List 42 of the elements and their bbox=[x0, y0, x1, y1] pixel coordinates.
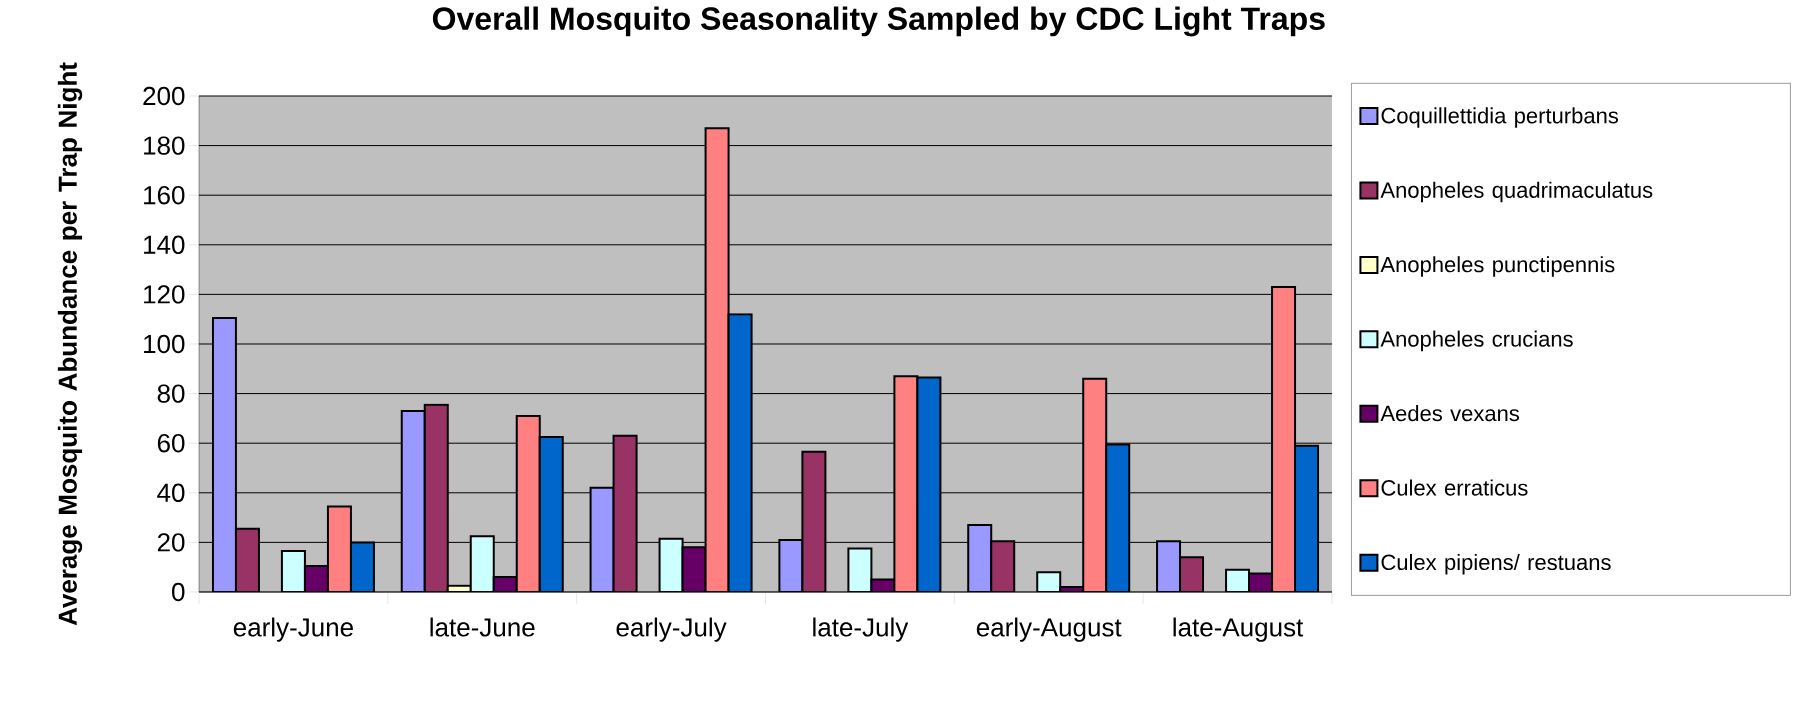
bar bbox=[801, 450, 827, 592]
x-tick-label: early-August bbox=[976, 617, 1122, 642]
bar bbox=[612, 434, 638, 592]
y-tick-label: 180 bbox=[144, 136, 185, 155]
y-tick-label: 140 bbox=[144, 235, 185, 254]
y-tick-label: 80 bbox=[157, 384, 185, 403]
legend-label: Coquillettidia perturbans bbox=[1381, 107, 1619, 128]
bar bbox=[704, 127, 730, 592]
bar bbox=[515, 414, 541, 592]
chart-title: Overall Mosquito Seasonality Sampled by CDC Light Traps bbox=[432, 6, 1325, 37]
y-tick-label: 40 bbox=[157, 483, 185, 502]
y-tick-label: 120 bbox=[144, 285, 185, 304]
bar bbox=[211, 316, 237, 592]
bar bbox=[423, 403, 449, 592]
legend-label: Culex erraticus bbox=[1381, 479, 1528, 496]
y-tick-label: 20 bbox=[157, 533, 185, 552]
bar bbox=[1105, 443, 1131, 592]
legend-label: Anopheles crucians bbox=[1380, 330, 1573, 352]
y-tick-label: 60 bbox=[157, 433, 185, 453]
y-tick-label: 0 bbox=[172, 582, 185, 602]
bar bbox=[893, 375, 919, 592]
y-tick-label: 100 bbox=[144, 334, 185, 354]
legend-label: Anopheles punctipennis bbox=[1380, 256, 1615, 277]
bar bbox=[727, 313, 753, 592]
bar bbox=[538, 435, 564, 592]
x-tick-label: early-July bbox=[616, 617, 727, 642]
legend-label: Anopheles quadrimaculatus bbox=[1380, 181, 1653, 203]
x-tick-label: early-June bbox=[233, 617, 353, 642]
y-axis-title: Average Mosquito Abundance per Trap Night bbox=[57, 62, 83, 626]
bar bbox=[326, 505, 352, 592]
legend-label: Aedes vexans bbox=[1380, 405, 1520, 422]
y-tick-label: 200 bbox=[143, 86, 185, 106]
bar bbox=[1082, 377, 1108, 592]
bar bbox=[1271, 285, 1297, 592]
bar bbox=[400, 409, 426, 592]
bar bbox=[916, 376, 942, 592]
legend-label: Culex pipiens/ restuans bbox=[1381, 553, 1611, 575]
x-tick-label: late-June bbox=[430, 617, 535, 637]
x-tick-label: late-July bbox=[813, 617, 909, 642]
y-tick-label: 160 bbox=[144, 185, 185, 205]
bar bbox=[1294, 444, 1320, 592]
x-tick-label: late-August bbox=[1173, 617, 1304, 642]
